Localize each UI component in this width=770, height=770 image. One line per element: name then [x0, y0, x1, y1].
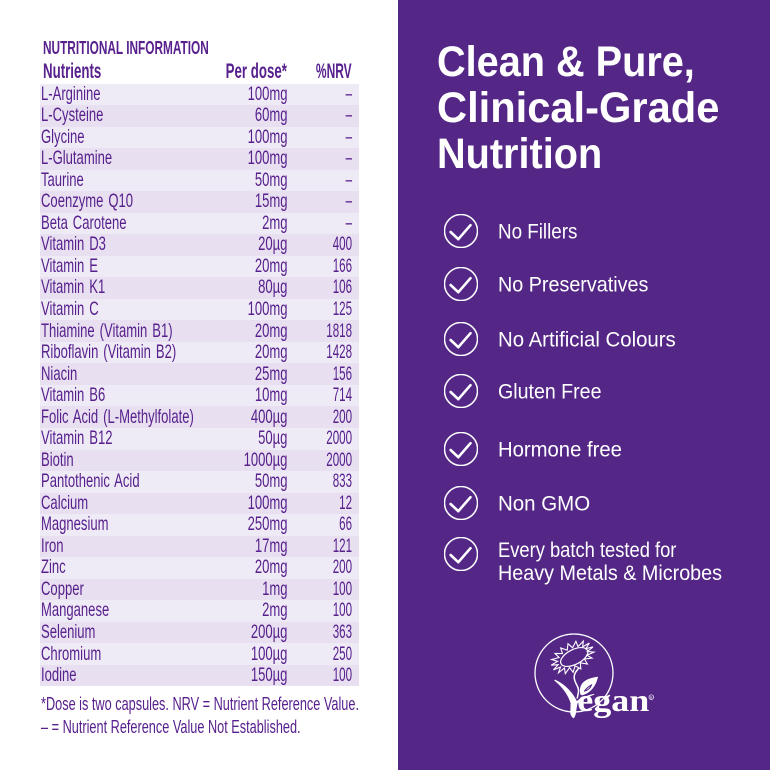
svg-text:R: R [650, 696, 653, 700]
svg-text:egan: egan [577, 682, 649, 718]
